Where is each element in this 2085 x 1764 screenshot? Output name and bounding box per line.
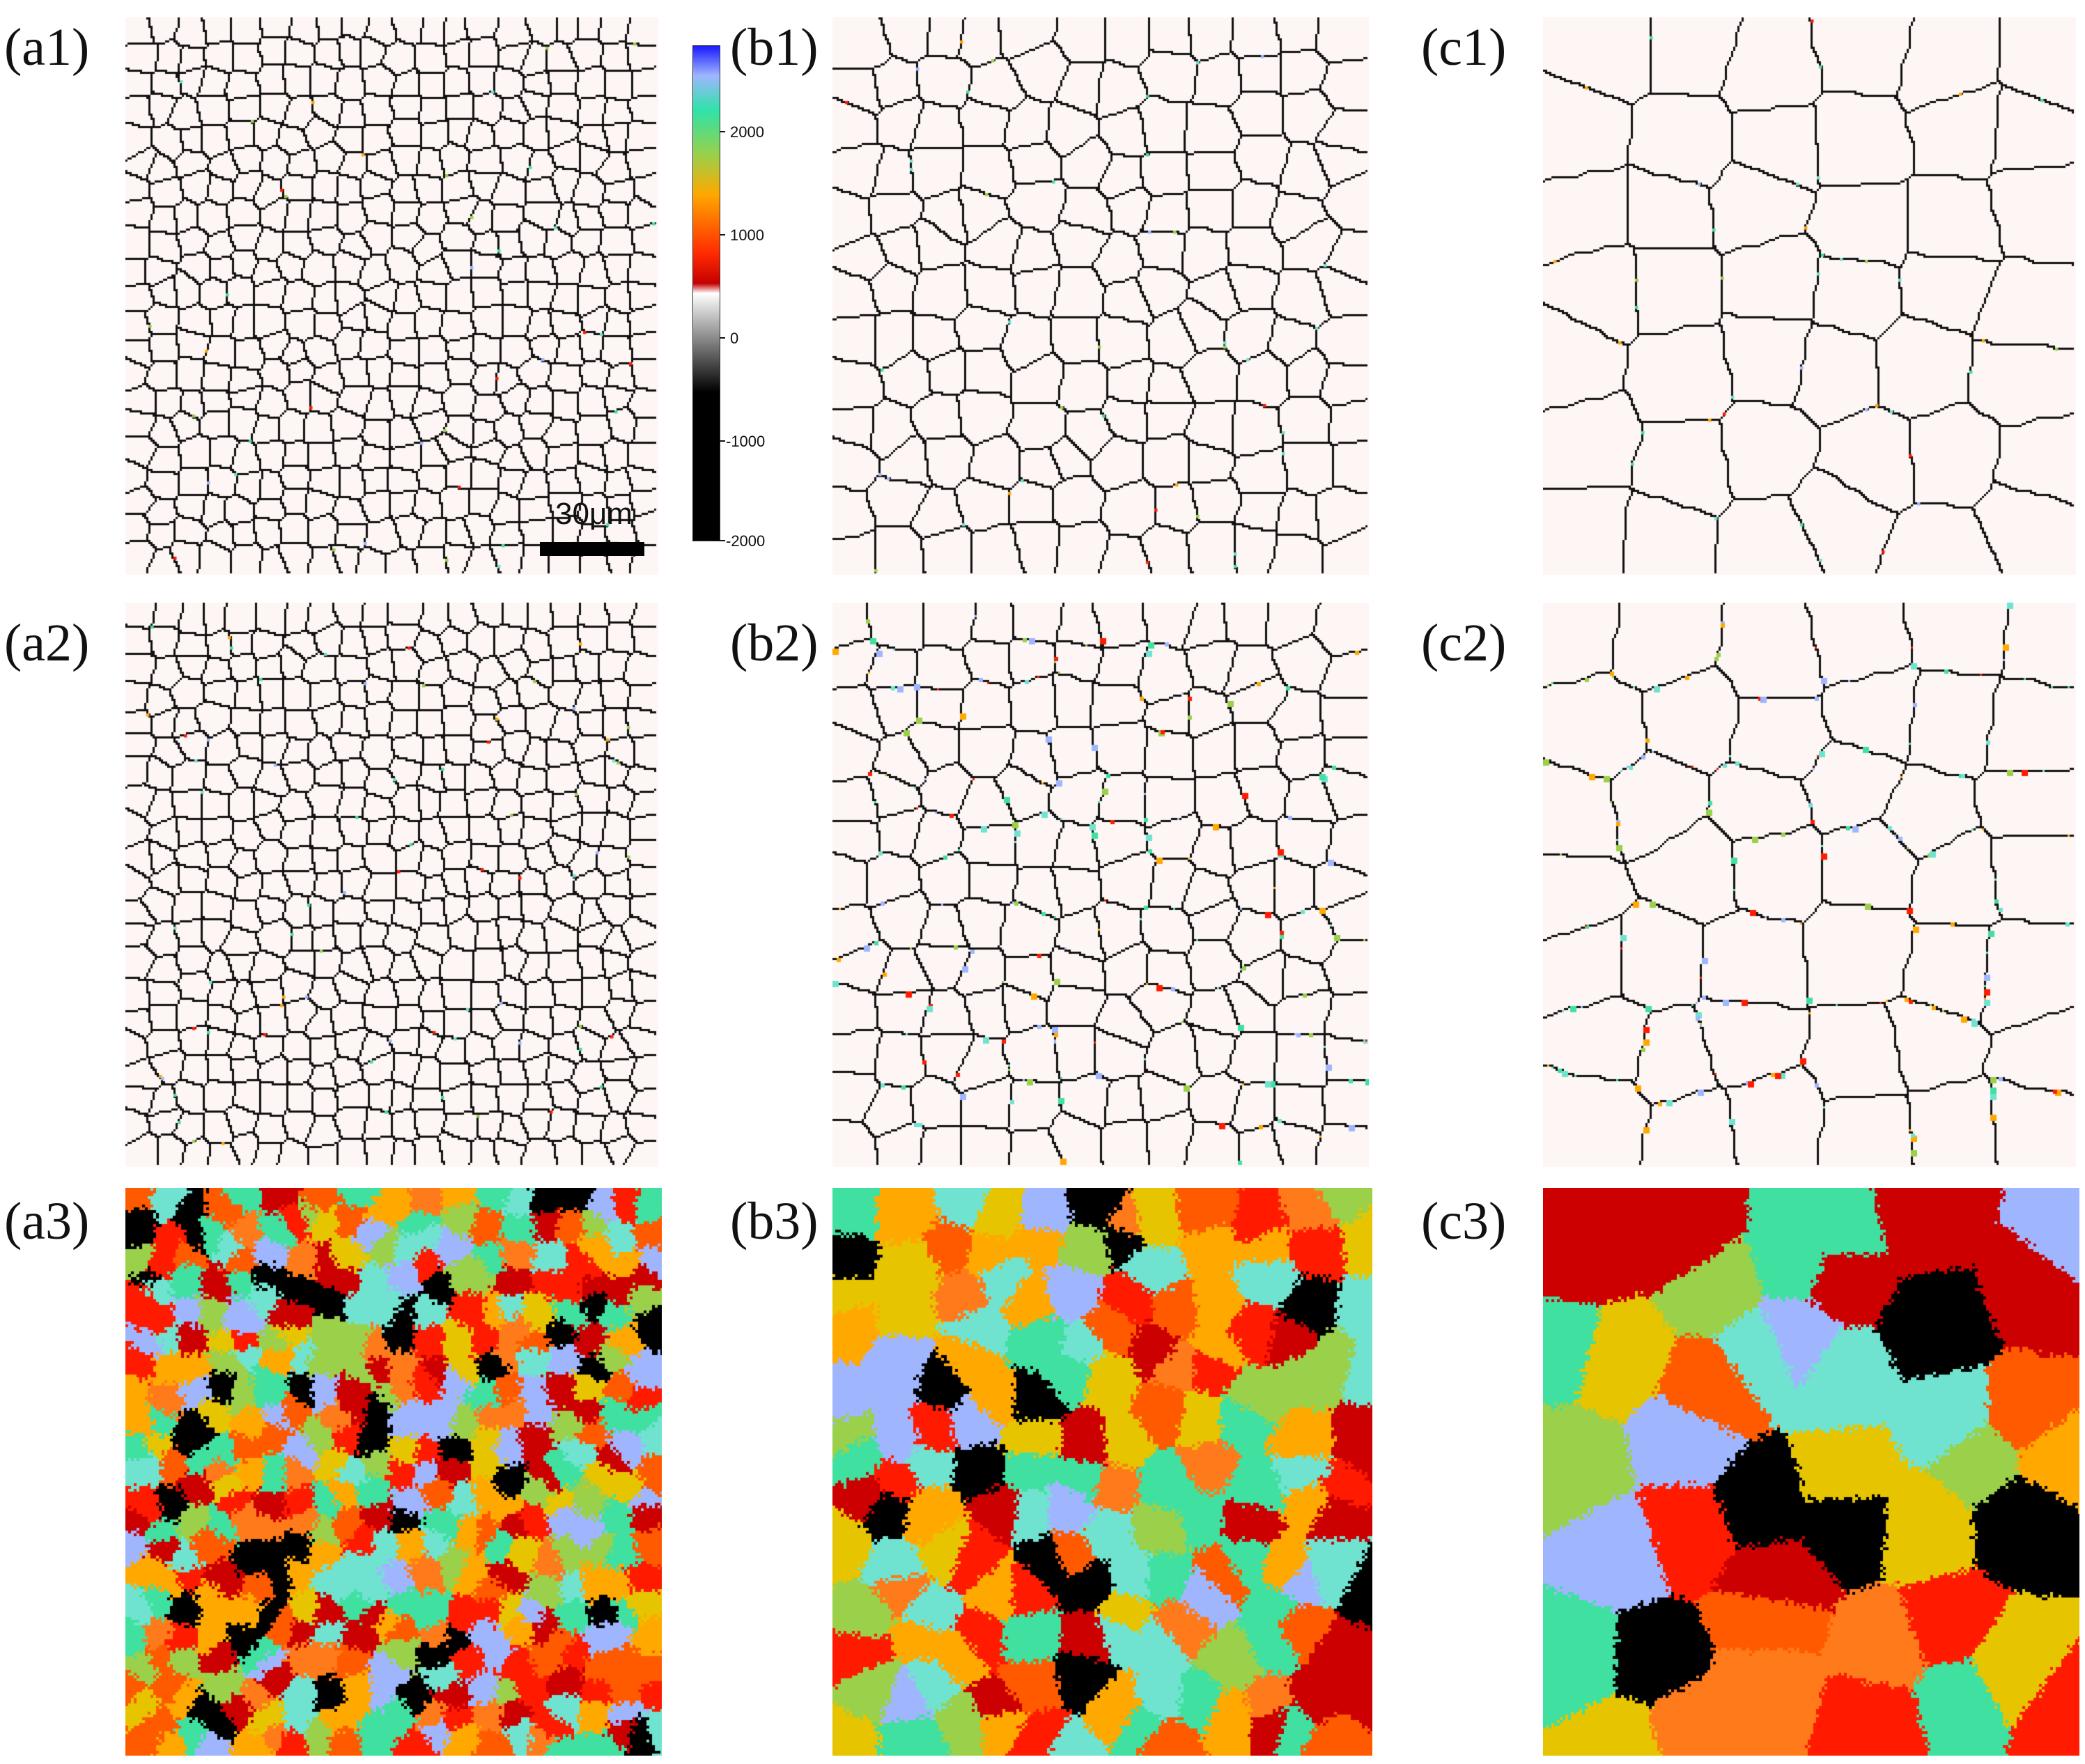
colorbar-tick-mark	[720, 337, 725, 339]
panel-label-c1: (c1)	[1421, 18, 1507, 77]
panel-c3-image	[1543, 1188, 2079, 1756]
panel-label-b2: (b2)	[730, 614, 819, 672]
panel-c1-grain-boundaries	[1543, 17, 2076, 575]
panel-label-a1: (a1)	[4, 18, 90, 77]
panel-label-a3: (a3)	[4, 1192, 90, 1251]
panel-a3-orientation-map	[125, 1188, 662, 1756]
panel-b1-image	[832, 17, 1369, 575]
panel-label-b1: (b1)	[730, 18, 819, 77]
panel-b3-image	[832, 1188, 1372, 1756]
panel-b3-orientation-map	[832, 1188, 1372, 1756]
colorbar-gradient	[692, 45, 720, 541]
scale-bar	[540, 542, 644, 556]
colorbar-tick-label: 0	[730, 330, 739, 347]
panel-label-c2: (c2)	[1421, 614, 1507, 672]
panel-c2-grain-boundaries	[1543, 603, 2076, 1167]
panel-a3-image	[125, 1188, 662, 1756]
scale-bar-label: 30μm	[555, 497, 633, 531]
colorbar-tick-mark	[720, 131, 725, 132]
colorbar-tick-mark	[720, 440, 725, 442]
panel-label-b3: (b3)	[730, 1192, 819, 1251]
colorbar-tick-label: -2000	[726, 532, 766, 550]
colorbar-tick-mark	[720, 234, 725, 235]
colorbar-tick-label: -1000	[726, 433, 766, 450]
panel-b2-image	[832, 603, 1369, 1167]
panel-label-a2: (a2)	[4, 614, 90, 672]
panel-a2-image	[125, 603, 658, 1167]
panel-a2-grain-boundaries	[125, 603, 658, 1167]
panel-c3-orientation-map	[1543, 1188, 2079, 1756]
panel-c1-image	[1543, 17, 2076, 575]
panel-label-c3: (c3)	[1421, 1192, 1507, 1251]
colorbar-tick-label: 2000	[730, 123, 764, 141]
panel-b2-grain-boundaries	[832, 603, 1369, 1167]
panel-c2-image	[1543, 603, 2076, 1167]
colorbar-tick-label: 1000	[730, 226, 764, 244]
colorbar-tick-mark	[720, 540, 725, 541]
panel-a1-grain-boundaries	[125, 17, 658, 575]
panel-b1-grain-boundaries	[832, 17, 1369, 575]
panel-a1-image	[125, 17, 658, 575]
